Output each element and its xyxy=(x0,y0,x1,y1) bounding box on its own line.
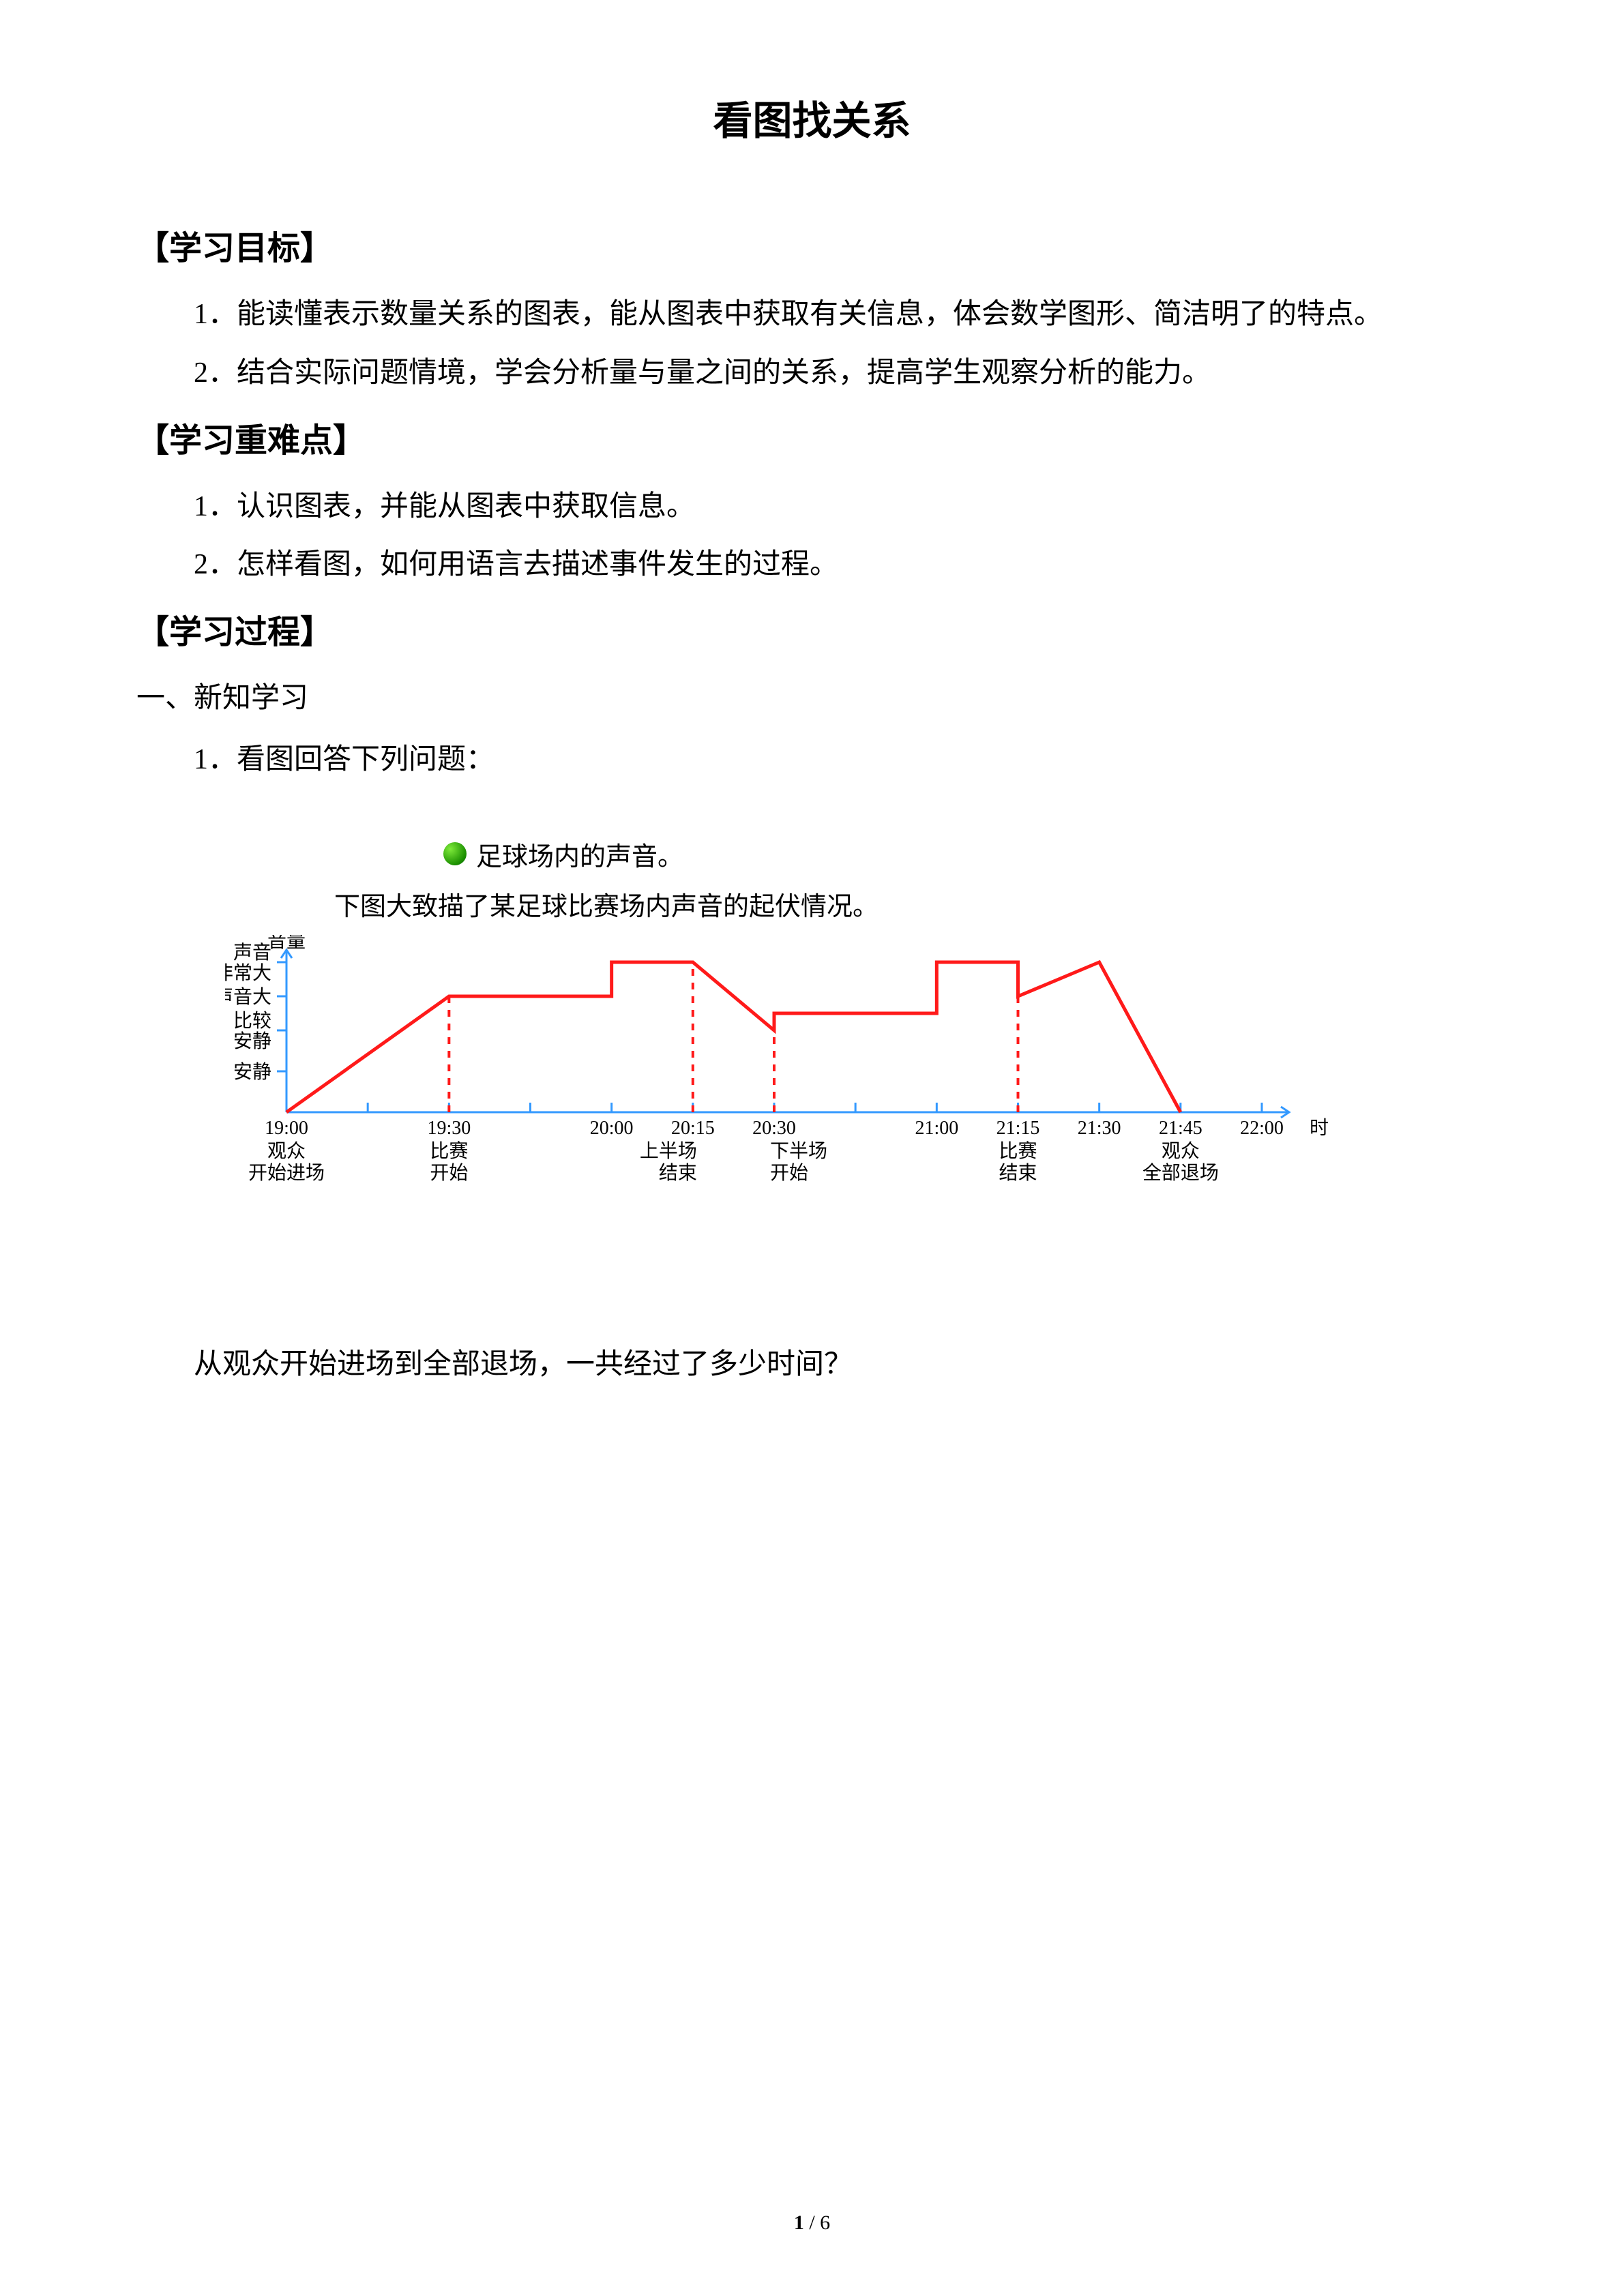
svg-text:开始: 开始 xyxy=(770,1162,808,1184)
svg-text:21:15: 21:15 xyxy=(996,1118,1040,1139)
svg-text:21:00: 21:00 xyxy=(915,1118,958,1139)
svg-text:非常大: 非常大 xyxy=(225,962,271,984)
svg-text:19:00: 19:00 xyxy=(265,1118,308,1139)
svg-text:开始: 开始 xyxy=(430,1162,468,1184)
svg-text:全部退场: 全部退场 xyxy=(1142,1162,1219,1184)
svg-text:19:30: 19:30 xyxy=(427,1118,471,1139)
section-objectives-heading: 【学习目标】 xyxy=(136,221,1488,269)
svg-text:结束: 结束 xyxy=(659,1162,697,1184)
svg-text:安静: 安静 xyxy=(233,1061,271,1083)
objective-item-1: 1．能读懂表示数量关系的图表，能从图表中获取有关信息，体会数学图形、简洁明了的特… xyxy=(136,288,1488,342)
svg-text:声音: 声音 xyxy=(233,942,271,964)
svg-text:比赛: 比赛 xyxy=(430,1140,468,1162)
svg-text:开始进场: 开始进场 xyxy=(248,1162,325,1184)
process-sub1: 一、新知学习 xyxy=(136,672,1488,726)
objective-item-2: 2．结合实际问题情境，学会分析量与量之间的关系，提高学生观察分析的能力。 xyxy=(136,346,1488,401)
svg-text:20:15: 20:15 xyxy=(671,1118,715,1139)
svg-text:21:45: 21:45 xyxy=(1159,1118,1202,1139)
section-keypoints-heading: 【学习重难点】 xyxy=(136,413,1488,461)
page-total: 6 xyxy=(820,2211,830,2234)
process-q1: 1．看图回答下列问题： xyxy=(136,733,1488,788)
svg-text:观众: 观众 xyxy=(267,1141,306,1162)
svg-text:安静: 安静 xyxy=(233,1030,271,1052)
bullet-icon xyxy=(443,842,467,865)
svg-text:结束: 结束 xyxy=(999,1162,1037,1184)
svg-text:时间: 时间 xyxy=(1310,1117,1330,1139)
svg-text:下半场: 下半场 xyxy=(770,1140,827,1162)
svg-text:20:00: 20:00 xyxy=(590,1118,634,1139)
svg-text:21:30: 21:30 xyxy=(1078,1118,1121,1139)
page-sep: / xyxy=(804,2211,820,2234)
svg-text:20:30: 20:30 xyxy=(752,1118,796,1139)
chart-intro-1: 足球场内的声音。 xyxy=(476,835,683,873)
page-current: 1 xyxy=(794,2211,804,2234)
svg-text:比赛: 比赛 xyxy=(999,1140,1037,1162)
page-title: 看图找关系 xyxy=(136,89,1488,146)
chart-container: 足球场内的声音。 下图大致描了某足球比赛场内声音的起伏情况。 音量声音非常大声音… xyxy=(225,835,1488,1225)
svg-text:22:00: 22:00 xyxy=(1240,1118,1284,1139)
svg-text:比较: 比较 xyxy=(233,1010,271,1032)
page-footer: 1 / 6 xyxy=(0,2211,1624,2235)
question-below-chart: 从观众开始进场到全部退场，一共经过了多少时间？ xyxy=(136,1341,1488,1382)
keypoint-item-2: 2．怎样看图，如何用语言去描述事件发生的过程。 xyxy=(136,538,1488,593)
sound-level-chart: 音量声音非常大声音大比较安静安静19:00观众开始进场19:30比赛开始20:0… xyxy=(225,935,1330,1221)
svg-text:观众: 观众 xyxy=(1162,1141,1200,1162)
svg-text:声音大: 声音大 xyxy=(225,986,271,1008)
svg-text:上半场: 上半场 xyxy=(640,1140,697,1162)
keypoint-item-1: 1．认识图表，并能从图表中获取信息。 xyxy=(136,480,1488,535)
section-process-heading: 【学习过程】 xyxy=(136,605,1488,653)
chart-intro-2: 下图大致描了某足球比赛场内声音的起伏情况。 xyxy=(334,885,1488,923)
